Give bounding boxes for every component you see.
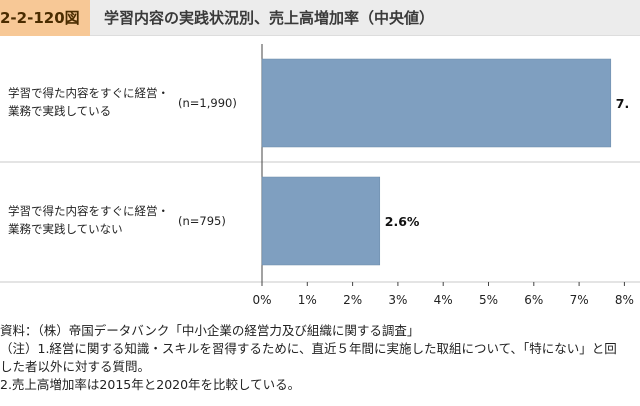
x-tick-label-2: 2% (343, 293, 362, 307)
source-note: 資料：（株）帝国データバンク「中小企業の経営力及び組織に関する調査」 (0, 323, 420, 338)
note-1-continued: した者以外に対する質問。 (0, 359, 151, 374)
category-n-1: (n=1,990) (178, 96, 237, 110)
x-tick-label-7: 7% (570, 293, 589, 307)
category-label-2-line-1: 学習で得た内容をすぐに経営・ (8, 204, 169, 218)
category-label-2-line-2: 業務で実践していない (8, 222, 123, 236)
bar-chart: 学習で得た内容をすぐに経営・業務で実践している (n=1,990) 7. 学習で得た内… (0, 44, 640, 307)
bar-2 (261, 176, 381, 266)
figure-header: 2-2-120図 学習内容の実践状況別、売上高増加率（中央値） (0, 0, 640, 36)
note-2: 2.売上高増加率は2015年と2020年を比較している。 (0, 377, 301, 392)
notes-section: 資料：（株）帝国データバンク「中小企業の経営力及び組織に関する調査」 （注）1.… (0, 322, 640, 394)
x-tick-label-8: 8% (615, 293, 634, 307)
note-1: （注）1.経営に関する知識・スキルを習得するために、直近５年間に実施した取組につ… (0, 341, 617, 356)
category-n-2: (n=795) (178, 214, 226, 228)
figure-number: 2-2-120図 (0, 0, 90, 36)
x-tick-label-5: 5% (479, 293, 498, 307)
x-tick-label-3: 3% (388, 293, 407, 307)
value-label-2: 2.6% (385, 214, 420, 229)
value-label-1: 7. (616, 96, 629, 111)
figure-title: 学習内容の実践状況別、売上高増加率（中央値） (104, 9, 435, 27)
category-label-1-line-1: 学習で得た内容をすぐに経営・ (8, 86, 169, 100)
x-tick-label-0: 0% (252, 293, 271, 307)
category-label-1-line-2: 業務で実践している (8, 104, 111, 118)
bar-1 (261, 58, 612, 148)
x-tick-label-1: 1% (298, 293, 317, 307)
x-tick-label-4: 4% (434, 293, 453, 307)
x-tick-label-6: 6% (524, 293, 543, 307)
